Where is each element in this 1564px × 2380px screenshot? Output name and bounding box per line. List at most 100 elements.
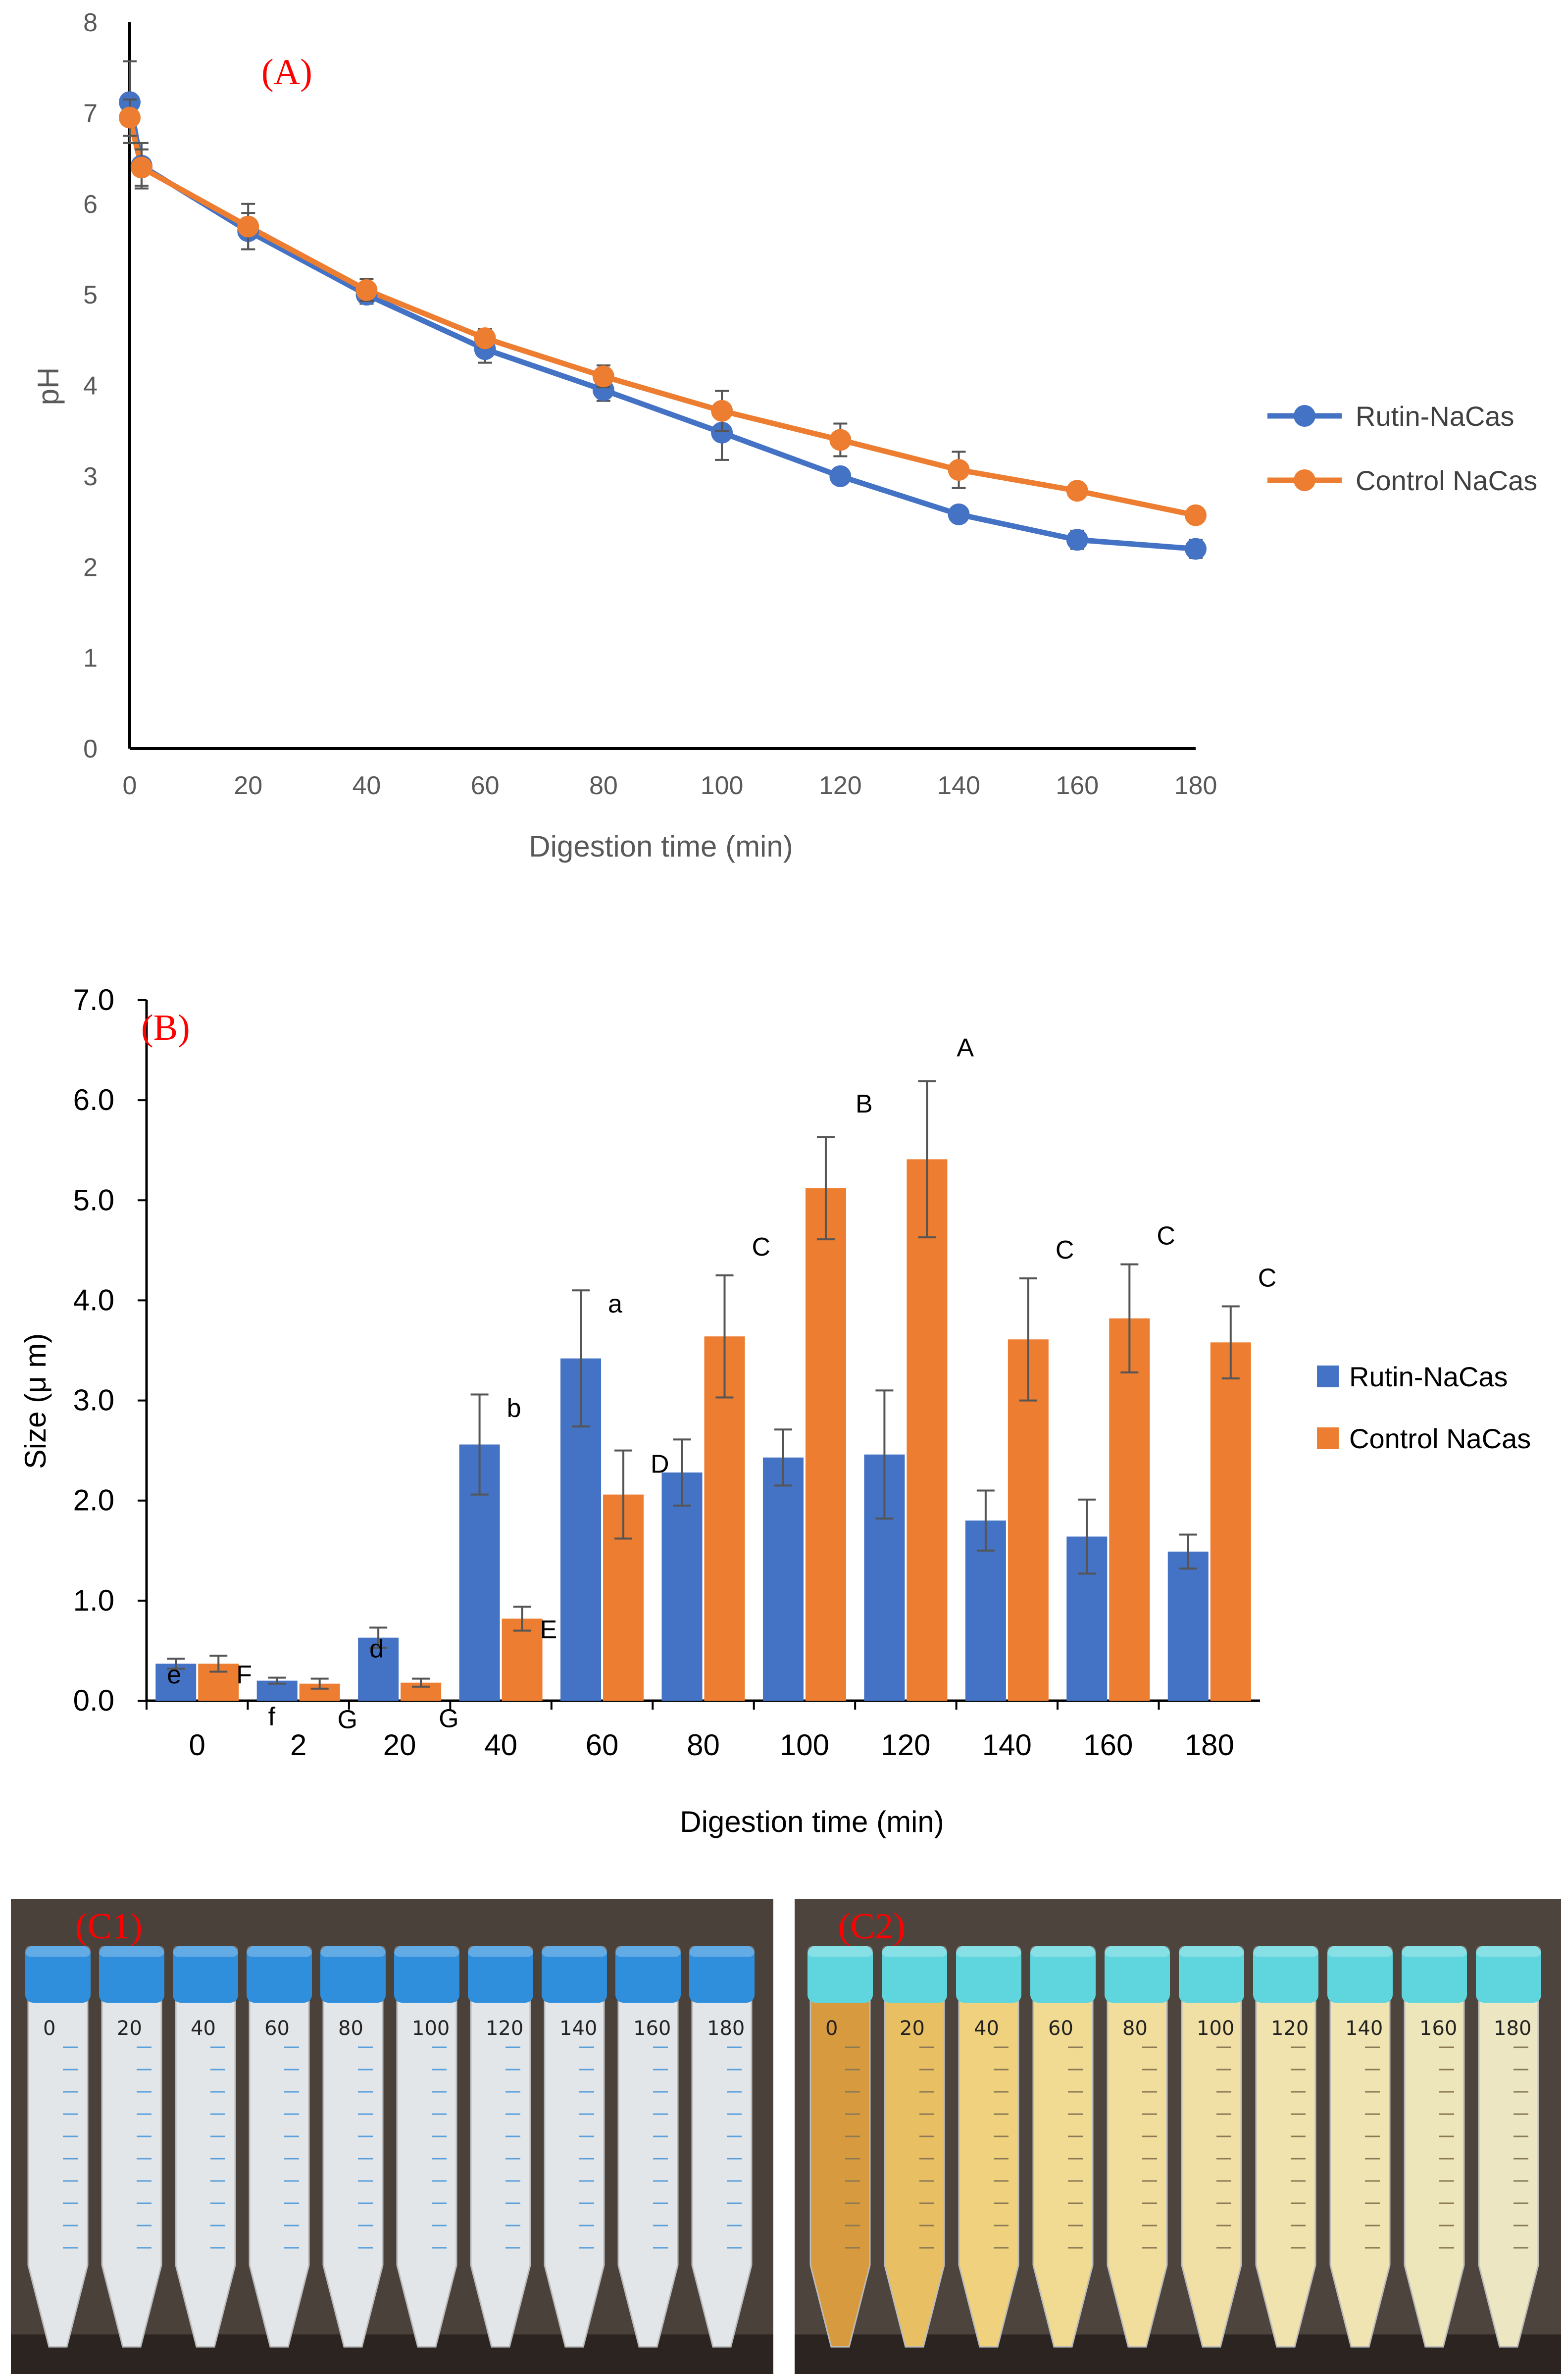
tube-cap — [1179, 1946, 1244, 2003]
tube-label: 80 — [338, 2017, 363, 2040]
x-tick-label-a: 80 — [589, 771, 618, 800]
x-tick-label-b: 20 — [383, 1728, 416, 1762]
y-tick-label-a: 6 — [83, 190, 98, 219]
cap-highlight — [542, 1946, 607, 1957]
tube-120: 120 — [1253, 1946, 1318, 2348]
significance-letter: A — [957, 1034, 974, 1063]
tube-label: 40 — [974, 2017, 999, 2040]
y-axis-label-b: Size (μ m) — [19, 1333, 52, 1469]
tube-160: 160 — [615, 1946, 681, 2348]
tube-label: 40 — [191, 2017, 216, 2040]
tube-label: 180 — [1494, 2017, 1531, 2040]
data-point-rutin-nacas — [829, 465, 852, 487]
tube-label: 120 — [486, 2017, 523, 2040]
data-point-rutin-nacas — [1066, 529, 1088, 551]
cap-highlight — [468, 1946, 533, 1957]
photo-c1-rutin-tubes: (C1) 0 20 40 60 80 100 120 140 160 180 — [11, 1899, 773, 2374]
significance-letter: e — [167, 1661, 181, 1689]
tube-cap — [247, 1946, 312, 2003]
y-tick-label-a: 1 — [83, 644, 98, 673]
y-tick-label-a: 7 — [83, 99, 98, 128]
legend-swatch — [1317, 1427, 1339, 1449]
data-point-control-nacas — [1066, 480, 1088, 502]
tube-body — [1404, 1997, 1465, 2348]
significance-letter: G — [338, 1706, 357, 1734]
panel-label-a: (A) — [261, 52, 312, 93]
significance-letter: F — [236, 1661, 252, 1689]
tube-body — [1255, 1997, 1316, 2348]
tube-label: 60 — [1048, 2017, 1073, 2040]
tube-label: 20 — [900, 2017, 925, 2040]
legend-label: Control NaCas — [1356, 465, 1537, 496]
data-point-control-nacas — [829, 429, 852, 451]
x-tick-label-a: 60 — [471, 771, 500, 800]
tube-body — [1478, 1997, 1539, 2348]
data-point-rutin-nacas — [948, 503, 970, 525]
y-tick-label-a: 4 — [83, 372, 98, 401]
x-tick-label-b: 160 — [1083, 1728, 1133, 1762]
significance-letter: C — [1157, 1222, 1175, 1251]
tube-body — [1032, 1997, 1094, 2348]
significance-letter: C — [1056, 1236, 1074, 1265]
tube-80: 80 — [1105, 1946, 1170, 2348]
tube-label: 60 — [264, 2017, 290, 2040]
legend-label: Control NaCas — [1349, 1423, 1531, 1454]
data-point-control-nacas — [948, 459, 970, 481]
tube-body — [884, 1997, 945, 2348]
cap-highlight — [1327, 1946, 1393, 1957]
significance-letter: a — [608, 1290, 622, 1318]
series-line-control-nacas — [127, 117, 1197, 518]
y-tick-label-b: 3.0 — [73, 1384, 114, 1417]
y-tick-label-b: 7.0 — [73, 983, 114, 1016]
cap-highlight — [173, 1946, 238, 1957]
tube-40: 40 — [173, 1946, 238, 2348]
tube-body — [691, 1997, 753, 2348]
cap-highlight — [1476, 1946, 1541, 1957]
y-tick-label-a: 2 — [83, 553, 98, 582]
tube-body — [617, 1997, 679, 2348]
cap-highlight — [25, 1946, 91, 1957]
tube-cap — [1105, 1946, 1170, 2003]
tube-cap — [1476, 1946, 1541, 2003]
tube-120: 120 — [468, 1946, 533, 2348]
legend-marker — [1294, 469, 1315, 491]
tube-40: 40 — [956, 1946, 1021, 2348]
y-tick-label-b: 1.0 — [73, 1584, 114, 1617]
tube-body — [1329, 1997, 1391, 2348]
tube-100: 100 — [1179, 1946, 1244, 2348]
tube-label: 180 — [707, 2017, 745, 2040]
tube-body — [1107, 1997, 1168, 2348]
cap-highlight — [1030, 1946, 1096, 1957]
tube-60: 60 — [247, 1946, 312, 2348]
significance-letter: d — [369, 1635, 384, 1664]
significance-letter: f — [268, 1703, 276, 1731]
x-tick-label-a: 20 — [234, 771, 262, 800]
bar-control-nacas — [907, 1159, 948, 1701]
x-tick-label-b: 60 — [586, 1728, 619, 1762]
x-tick-label-a: 160 — [1056, 771, 1099, 800]
panel-label-b: (B) — [141, 1008, 190, 1048]
data-point-control-nacas — [592, 365, 614, 388]
cap-highlight — [247, 1946, 312, 1957]
significance-letter: B — [856, 1090, 873, 1118]
cap-highlight — [1253, 1946, 1318, 1957]
y-tick-label-a: 8 — [83, 8, 98, 37]
data-point-control-nacas — [237, 215, 259, 238]
legend-swatch — [1317, 1366, 1339, 1387]
photo-c2-control-tubes: (C2) 0 20 40 60 80 100 120 140 160 180 — [795, 1899, 1561, 2374]
tube-cap — [807, 1946, 873, 2003]
tube-label: 140 — [559, 2017, 597, 2040]
cap-highlight — [320, 1946, 386, 1957]
tube-cap — [1402, 1946, 1467, 2003]
tube-label: 20 — [117, 2017, 142, 2040]
tube-label: 140 — [1345, 2017, 1383, 2040]
tube-label: 160 — [633, 2017, 671, 2040]
legend-label: Rutin-NaCas — [1349, 1361, 1508, 1392]
y-tick-label-a: 3 — [83, 462, 98, 491]
tube-cap — [615, 1946, 681, 2003]
tube-180: 180 — [689, 1946, 755, 2348]
x-axis-label-b: Digestion time (min) — [680, 1805, 944, 1838]
tube-cap — [173, 1946, 238, 2003]
y-axis-label-a: pH — [32, 367, 65, 405]
tube-0: 0 — [25, 1946, 91, 2348]
